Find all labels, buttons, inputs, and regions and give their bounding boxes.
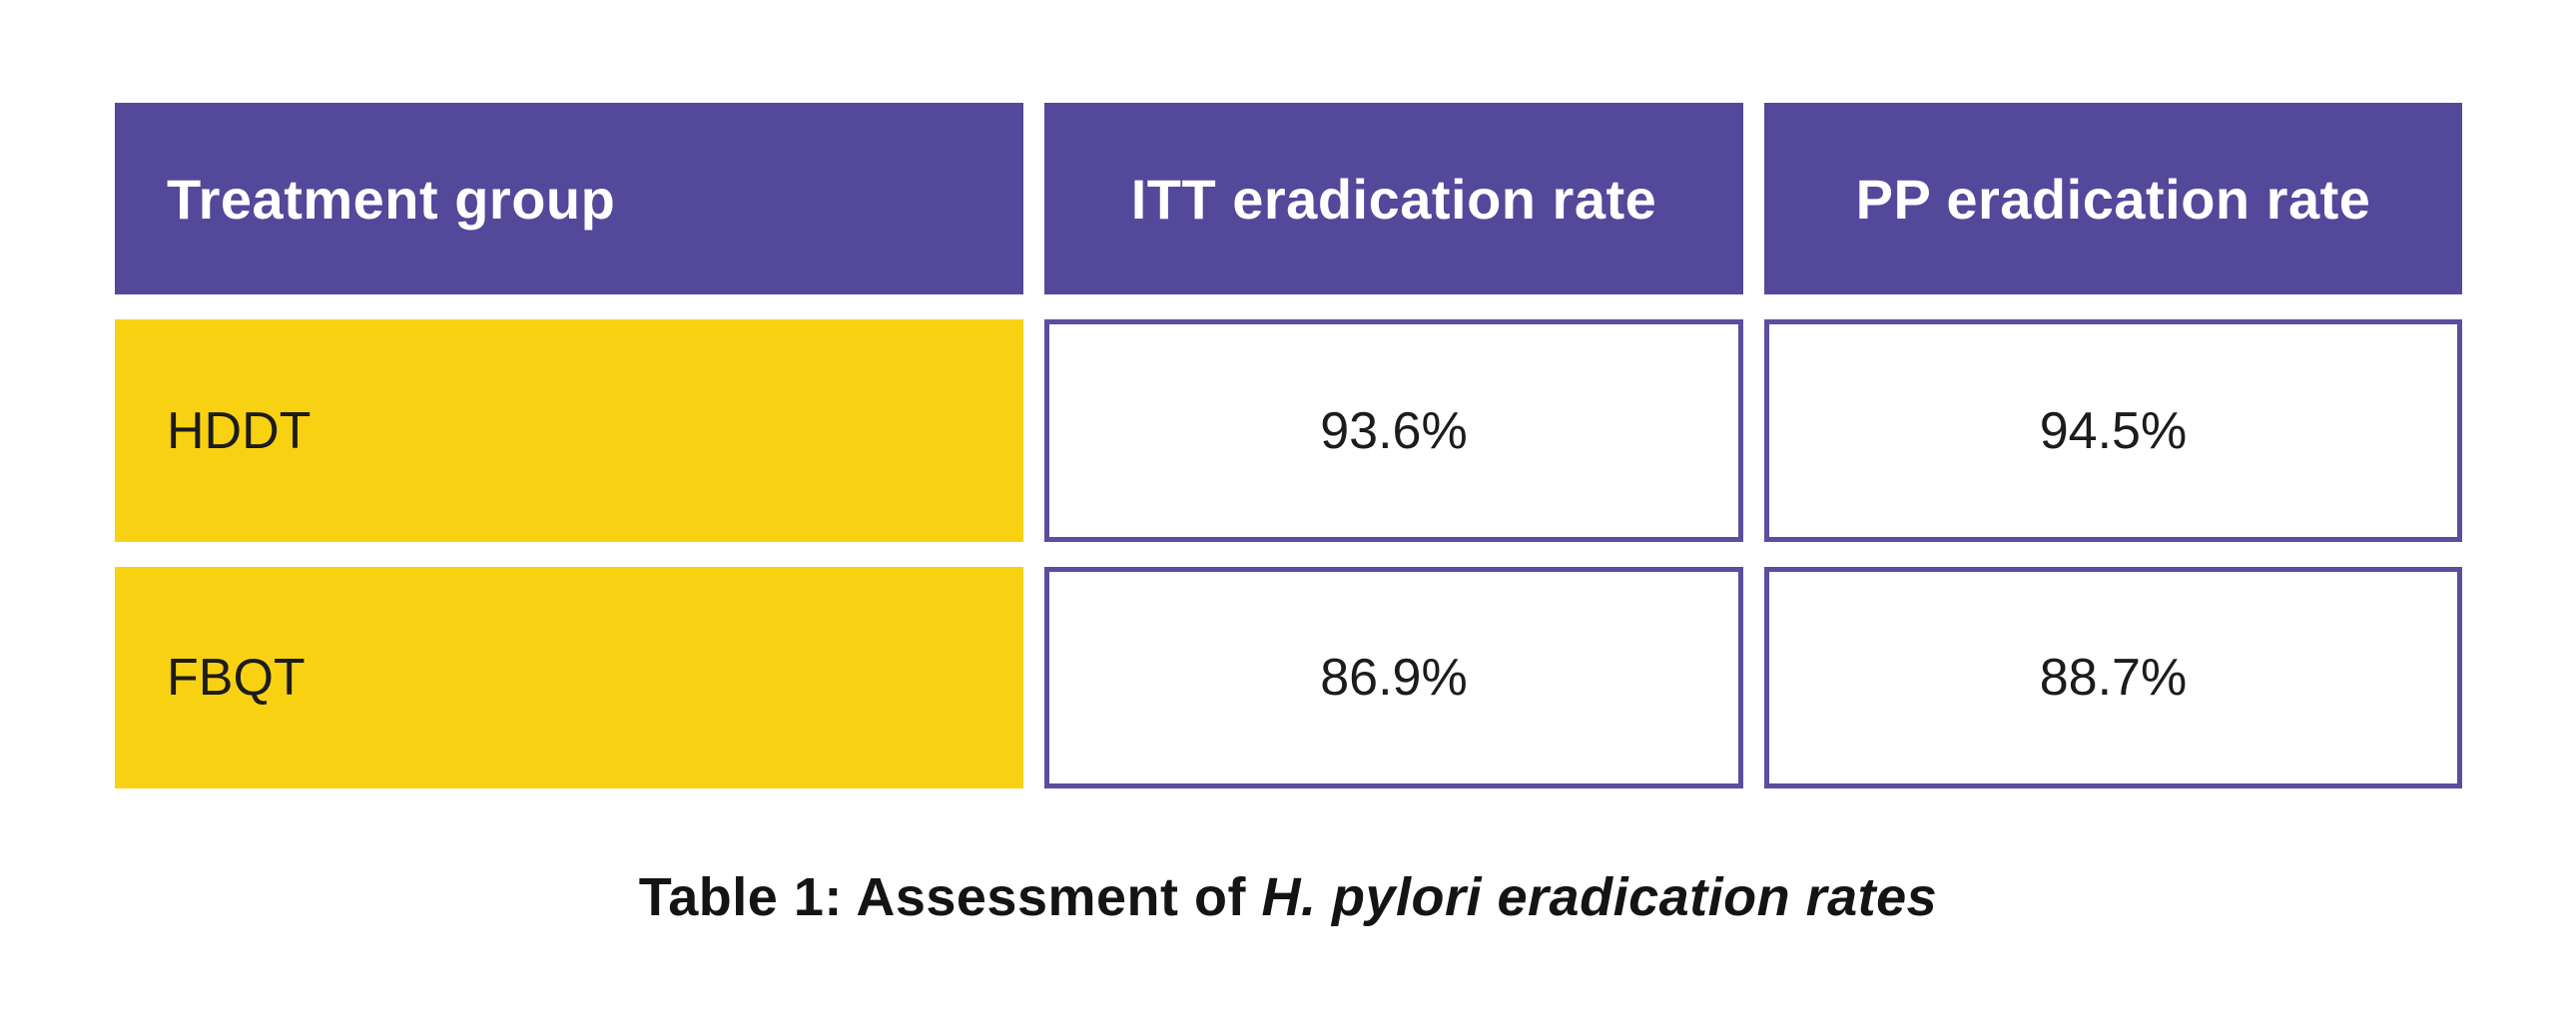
eradication-rates-table: Treatment group ITT eradication rate PP … — [115, 103, 2462, 788]
row-label-text: HDDT — [167, 401, 312, 460]
value-cell-fbqt-itt: 86.9% — [1044, 567, 1743, 788]
value-text: 88.7% — [2039, 649, 2188, 707]
value-text: 93.6% — [1320, 401, 1468, 460]
value-text: 94.5% — [2039, 401, 2188, 460]
row-label-hddt: HDDT — [115, 319, 1023, 542]
header-cell-itt-rate: ITT eradication rate — [1044, 103, 1743, 294]
header-label-treatment-group: Treatment group — [167, 167, 616, 231]
header-label-itt-rate: ITT eradication rate — [1130, 167, 1657, 231]
header-cell-treatment-group: Treatment group — [115, 103, 1023, 294]
row-label-text: FBQT — [167, 649, 306, 707]
value-cell-hddt-pp: 94.5% — [1764, 319, 2462, 542]
value-cell-hddt-itt: 93.6% — [1044, 319, 1743, 542]
table-caption: Table 1: Assessment of H. pylori eradica… — [0, 866, 2576, 928]
value-text: 86.9% — [1320, 649, 1468, 707]
caption-italic-term: H. pylori eradication rates — [1261, 867, 1938, 927]
caption-prefix: Table 1: Assessment of — [638, 867, 1262, 927]
header-cell-pp-rate: PP eradication rate — [1764, 103, 2462, 294]
header-label-pp-rate: PP eradication rate — [1855, 167, 2371, 231]
value-cell-fbqt-pp: 88.7% — [1764, 567, 2462, 788]
row-label-fbqt: FBQT — [115, 567, 1023, 788]
